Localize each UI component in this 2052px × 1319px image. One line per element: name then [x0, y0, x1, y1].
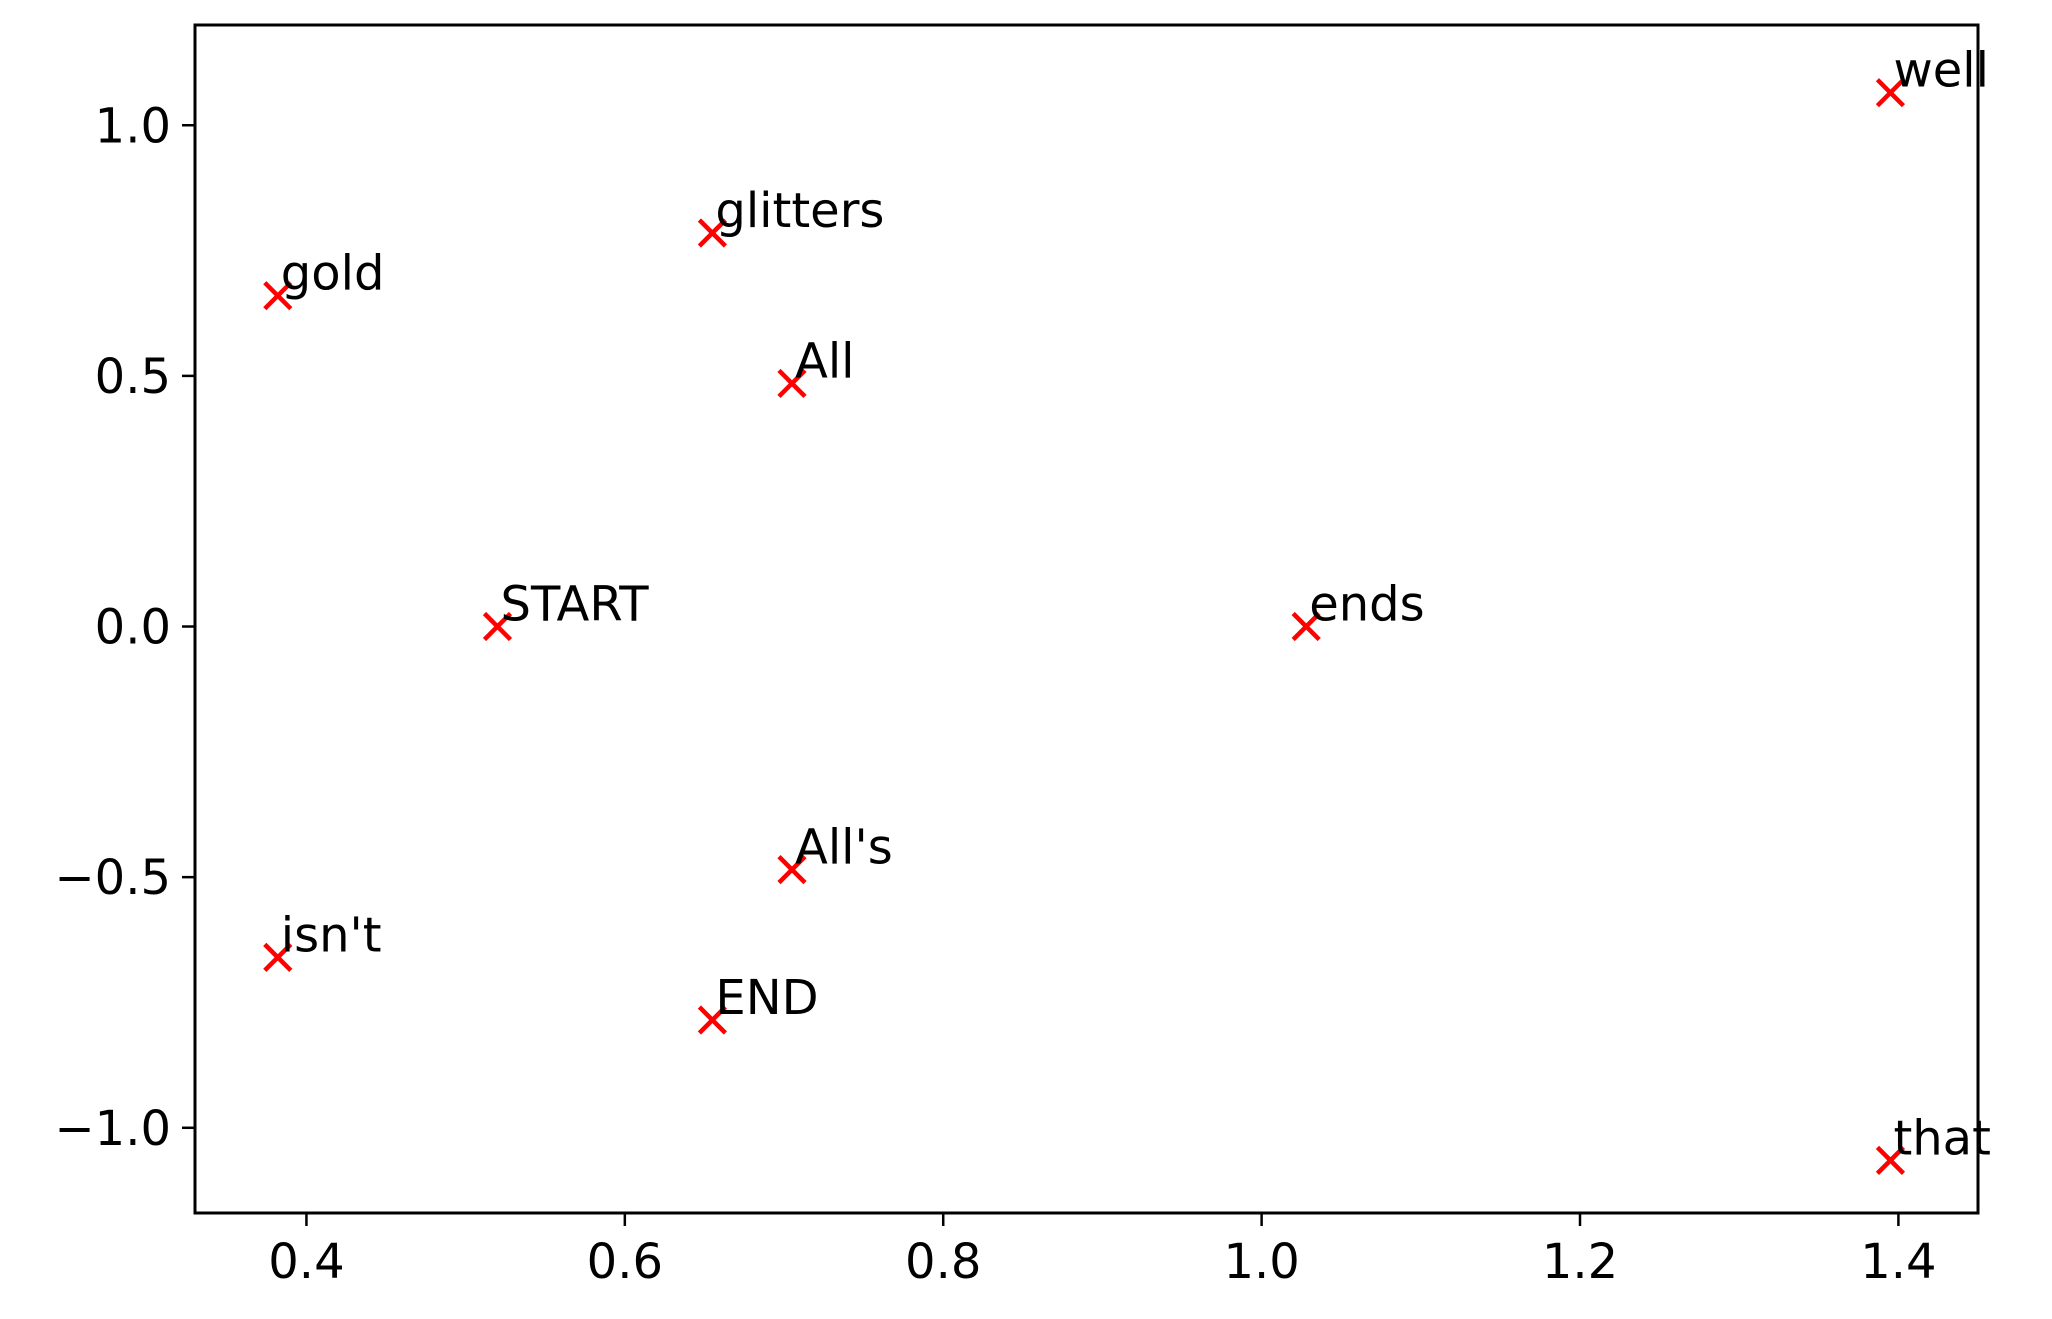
- x-tick-label: 1.0: [1223, 1234, 1299, 1290]
- x-marker-stroke: [697, 1005, 727, 1035]
- x-marker-stroke: [777, 368, 807, 398]
- x-marker-stroke: [263, 942, 293, 972]
- point-label: END: [715, 970, 818, 1026]
- x-marker-stroke: [1875, 1145, 1906, 1175]
- point-label: well: [1893, 43, 1988, 99]
- axes-ticks: 0.4 0.6 0.8 1.0 1.2 1.4 1.0 0.5 0.0 −0.5 −1.0: [54, 98, 1936, 1290]
- x-tick-label: 1.4: [1860, 1234, 1936, 1290]
- x-marker-stroke: [1291, 611, 1321, 642]
- x-tick-label: 1.2: [1542, 1234, 1618, 1290]
- plot-frame: [193, 23, 1980, 1215]
- data-point: isn't: [263, 907, 382, 972]
- x-marker-stroke: [697, 218, 727, 248]
- x-marker-stroke: [1875, 78, 1906, 108]
- y-tick-label: −1.0: [54, 1101, 171, 1157]
- data-point: well: [1875, 43, 1989, 108]
- x-marker-stroke: [482, 611, 513, 642]
- point-label: glitters: [715, 183, 884, 239]
- data-point: that: [1875, 1110, 1991, 1175]
- y-tick-label: 1.0: [95, 98, 171, 154]
- data-point: All: [777, 333, 855, 398]
- x-tick-label: 0.6: [587, 1234, 663, 1290]
- point-label: All: [795, 333, 855, 389]
- data-point: START: [482, 577, 649, 642]
- y-tick-label: 0.5: [95, 349, 171, 405]
- point-label: gold: [281, 246, 385, 302]
- point-label: START: [500, 577, 649, 633]
- x-marker-stroke: [777, 855, 807, 885]
- data-point: All's: [777, 820, 893, 885]
- data-point: glitters: [697, 183, 884, 248]
- point-label: ends: [1309, 577, 1424, 633]
- point-label: All's: [795, 820, 893, 876]
- y-tick-label: 0.0: [95, 600, 171, 656]
- x-marker-stroke: [263, 281, 293, 311]
- data-point: gold: [263, 246, 385, 311]
- x-tick-label: 0.4: [268, 1234, 344, 1290]
- x-tick-label: 0.8: [905, 1234, 981, 1290]
- point-label: isn't: [281, 907, 382, 963]
- data-points: well glitters gold All START ends All's isn't EN…: [263, 43, 1991, 1175]
- data-point: END: [697, 970, 819, 1035]
- point-label: that: [1893, 1110, 1990, 1166]
- data-point: ends: [1291, 577, 1425, 642]
- y-tick-label: −0.5: [54, 850, 171, 906]
